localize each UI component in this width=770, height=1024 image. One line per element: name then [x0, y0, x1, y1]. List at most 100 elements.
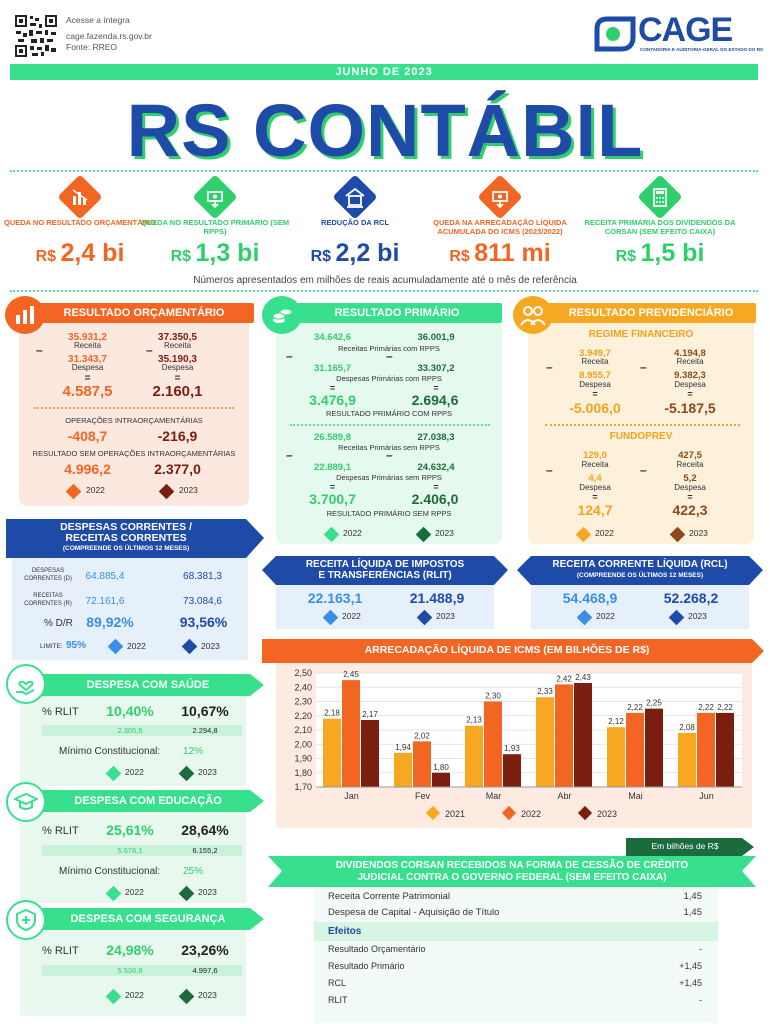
bar-value-label: 2,08	[679, 723, 695, 732]
orc-desp-label: Despesa	[161, 363, 194, 372]
qr-code-icon[interactable]	[14, 14, 58, 58]
educacao-min-value: 25%	[183, 866, 204, 877]
bar	[607, 727, 625, 787]
minus-sign: –	[286, 349, 293, 363]
legend-2023: 2023	[198, 767, 217, 777]
dc-dr-label: % D/R	[44, 618, 73, 629]
dc-desp-2023: 68.381,3	[183, 571, 222, 582]
kpi-label: RECEITA PRIMÁRIA DOS DIVIDENDOS DA CORSA…	[584, 218, 736, 236]
educacao-pct-label: % RLIT	[42, 825, 79, 837]
dc-desp-2022: 64.885,4	[85, 571, 125, 582]
bar	[716, 712, 734, 787]
efeitos-label: Efeitos	[328, 926, 362, 937]
rlit-card	[276, 585, 494, 629]
rf-desp-label: Despesa	[674, 380, 706, 389]
div-title-2: JUDICIAL CONTRA O GOVERNO FEDERAL (SEM E…	[357, 872, 667, 883]
educacao-pct-2022: 25,61%	[106, 822, 154, 838]
saude-min-label: Mínimo Constitucional:	[59, 746, 161, 757]
legend-marker	[425, 805, 441, 821]
prim-b-res-2022: 3.700,7	[309, 491, 356, 507]
minus-sign: –	[146, 343, 153, 357]
legend-2022: 2022	[127, 641, 146, 651]
bar-value-label: 2,45	[343, 670, 359, 679]
dc-card	[12, 556, 248, 660]
seguranca-value-strip	[42, 965, 242, 976]
equals-sign: =	[592, 492, 598, 502]
rf-rec-label: Receita	[581, 357, 609, 366]
x-tick-label: Abr	[557, 791, 571, 801]
educacao-value-strip	[42, 845, 242, 856]
kpi-value: 2,4 bi	[60, 239, 125, 267]
primario-title: RESULTADO PRIMÁRIO	[334, 307, 460, 319]
bar-value-label: 2,17	[362, 710, 378, 719]
kpi-currency: R$	[310, 248, 332, 265]
money-down-icon	[207, 191, 223, 208]
orc-sem-label: RESULTADO SEM OPERAÇÕES INTRAORÇAMENTÁRI…	[32, 449, 236, 458]
divider	[10, 290, 758, 292]
source-text: Fonte: RREO	[66, 42, 118, 52]
efeito-label: Resultado Orçamentário	[328, 944, 426, 954]
rf-desp-label: Despesa	[579, 380, 611, 389]
equals-sign: =	[592, 389, 598, 399]
kpi-currency: R$	[449, 248, 470, 265]
rf-rec-2022: 3.949,7	[579, 348, 611, 359]
orc-desp-label: Despesa	[71, 363, 104, 372]
minus-sign: –	[386, 349, 393, 363]
rcl-title-1: RECEITA CORRENTE LÍQUIDA (RCL)	[552, 559, 728, 570]
bar	[394, 752, 412, 787]
bar	[555, 684, 573, 787]
website-link[interactable]: cage.fazenda.rs.gov.br	[66, 31, 152, 41]
icms-banner-shape	[262, 639, 764, 663]
prim-a-res-2022: 3.476,9	[309, 392, 356, 408]
kpi-value: 811 mi	[474, 239, 551, 267]
seguranca-pct-2022: 24,98%	[106, 942, 154, 958]
rcl-title-2: (COMPREENDE OS ÚLTIMOS 12 MESES)	[576, 572, 704, 579]
efeitos-row-bg	[314, 922, 718, 941]
educacao-title: DESPESA COM EDUCAÇÃO	[74, 795, 222, 807]
prim-a-rec-label: Receitas Primárias com RPPS	[338, 344, 440, 353]
x-tick-label: Mar	[486, 791, 502, 801]
bar	[503, 754, 521, 787]
rlit-title-1: RECEITA LÍQUIDA DE IMPOSTOS	[305, 559, 465, 570]
educacao-val-2022: 5.676,1	[117, 846, 143, 855]
dc-dr-2023: 93,56%	[179, 614, 228, 630]
orc-res-2022: 4.587,5	[62, 383, 113, 400]
efeito-value: +1,45	[679, 961, 702, 971]
bar-value-label: 1,80	[433, 763, 449, 772]
dc-dr-2022: 89,92%	[86, 614, 134, 630]
x-tick-label: Fev	[415, 791, 431, 801]
logo-text: CAGE	[638, 11, 733, 49]
efeito-value: +1,45	[679, 978, 702, 988]
saude-pct-2022: 10,40%	[106, 703, 154, 719]
kpi-value-line: R$ 2,2 bi	[275, 239, 435, 268]
legend-label: 2023	[597, 809, 617, 819]
orc-intra-label: OPERAÇÕES INTRAORÇAMENTÁRIAS	[65, 416, 203, 425]
prim-b-desp-label: Despesas Primárias sem RPPS	[336, 473, 442, 482]
saude-icon-bg	[6, 664, 46, 704]
orcamentario-card	[19, 304, 249, 506]
efeito-label: RLIT	[328, 995, 348, 1005]
div-row-label: Receita Corrente Patrimonial	[328, 891, 450, 902]
legend-marker	[501, 805, 517, 821]
primario-icon-bg	[262, 296, 302, 334]
rf-title: REGIME FINANCEIRO	[588, 329, 694, 340]
minus-sign: –	[640, 463, 647, 477]
fp-rec-label: Receita	[581, 460, 609, 469]
seguranca-banner-shape	[36, 908, 264, 930]
bar	[697, 712, 715, 787]
calculator-icon	[653, 188, 667, 207]
fp-desp-label: Despesa	[579, 483, 611, 492]
bar-value-label: 2,33	[537, 687, 553, 696]
orc-rec-label: Receita	[163, 341, 192, 350]
seguranca-title: DESPESA COM SEGURANÇA	[70, 913, 226, 925]
bar-chart-down-icon	[72, 189, 88, 205]
legend-label: 2022	[521, 809, 541, 819]
prim-b-rec-label: Receitas Primárias sem RPPS	[338, 443, 440, 452]
prim-a-desp-label: Despesas Primárias com RPPS	[336, 374, 442, 383]
dc-title-1: DESPESAS CORRENTES /	[60, 521, 192, 533]
seguranca-icon-bg	[6, 900, 46, 940]
coins-icon	[272, 308, 293, 323]
dc-limit-label: LIMITE:	[40, 643, 63, 650]
equals-sign: =	[174, 373, 181, 384]
logo-subtitle: CONTADORIA E AUDITORIA-GERAL DO ESTADO D…	[640, 47, 764, 52]
